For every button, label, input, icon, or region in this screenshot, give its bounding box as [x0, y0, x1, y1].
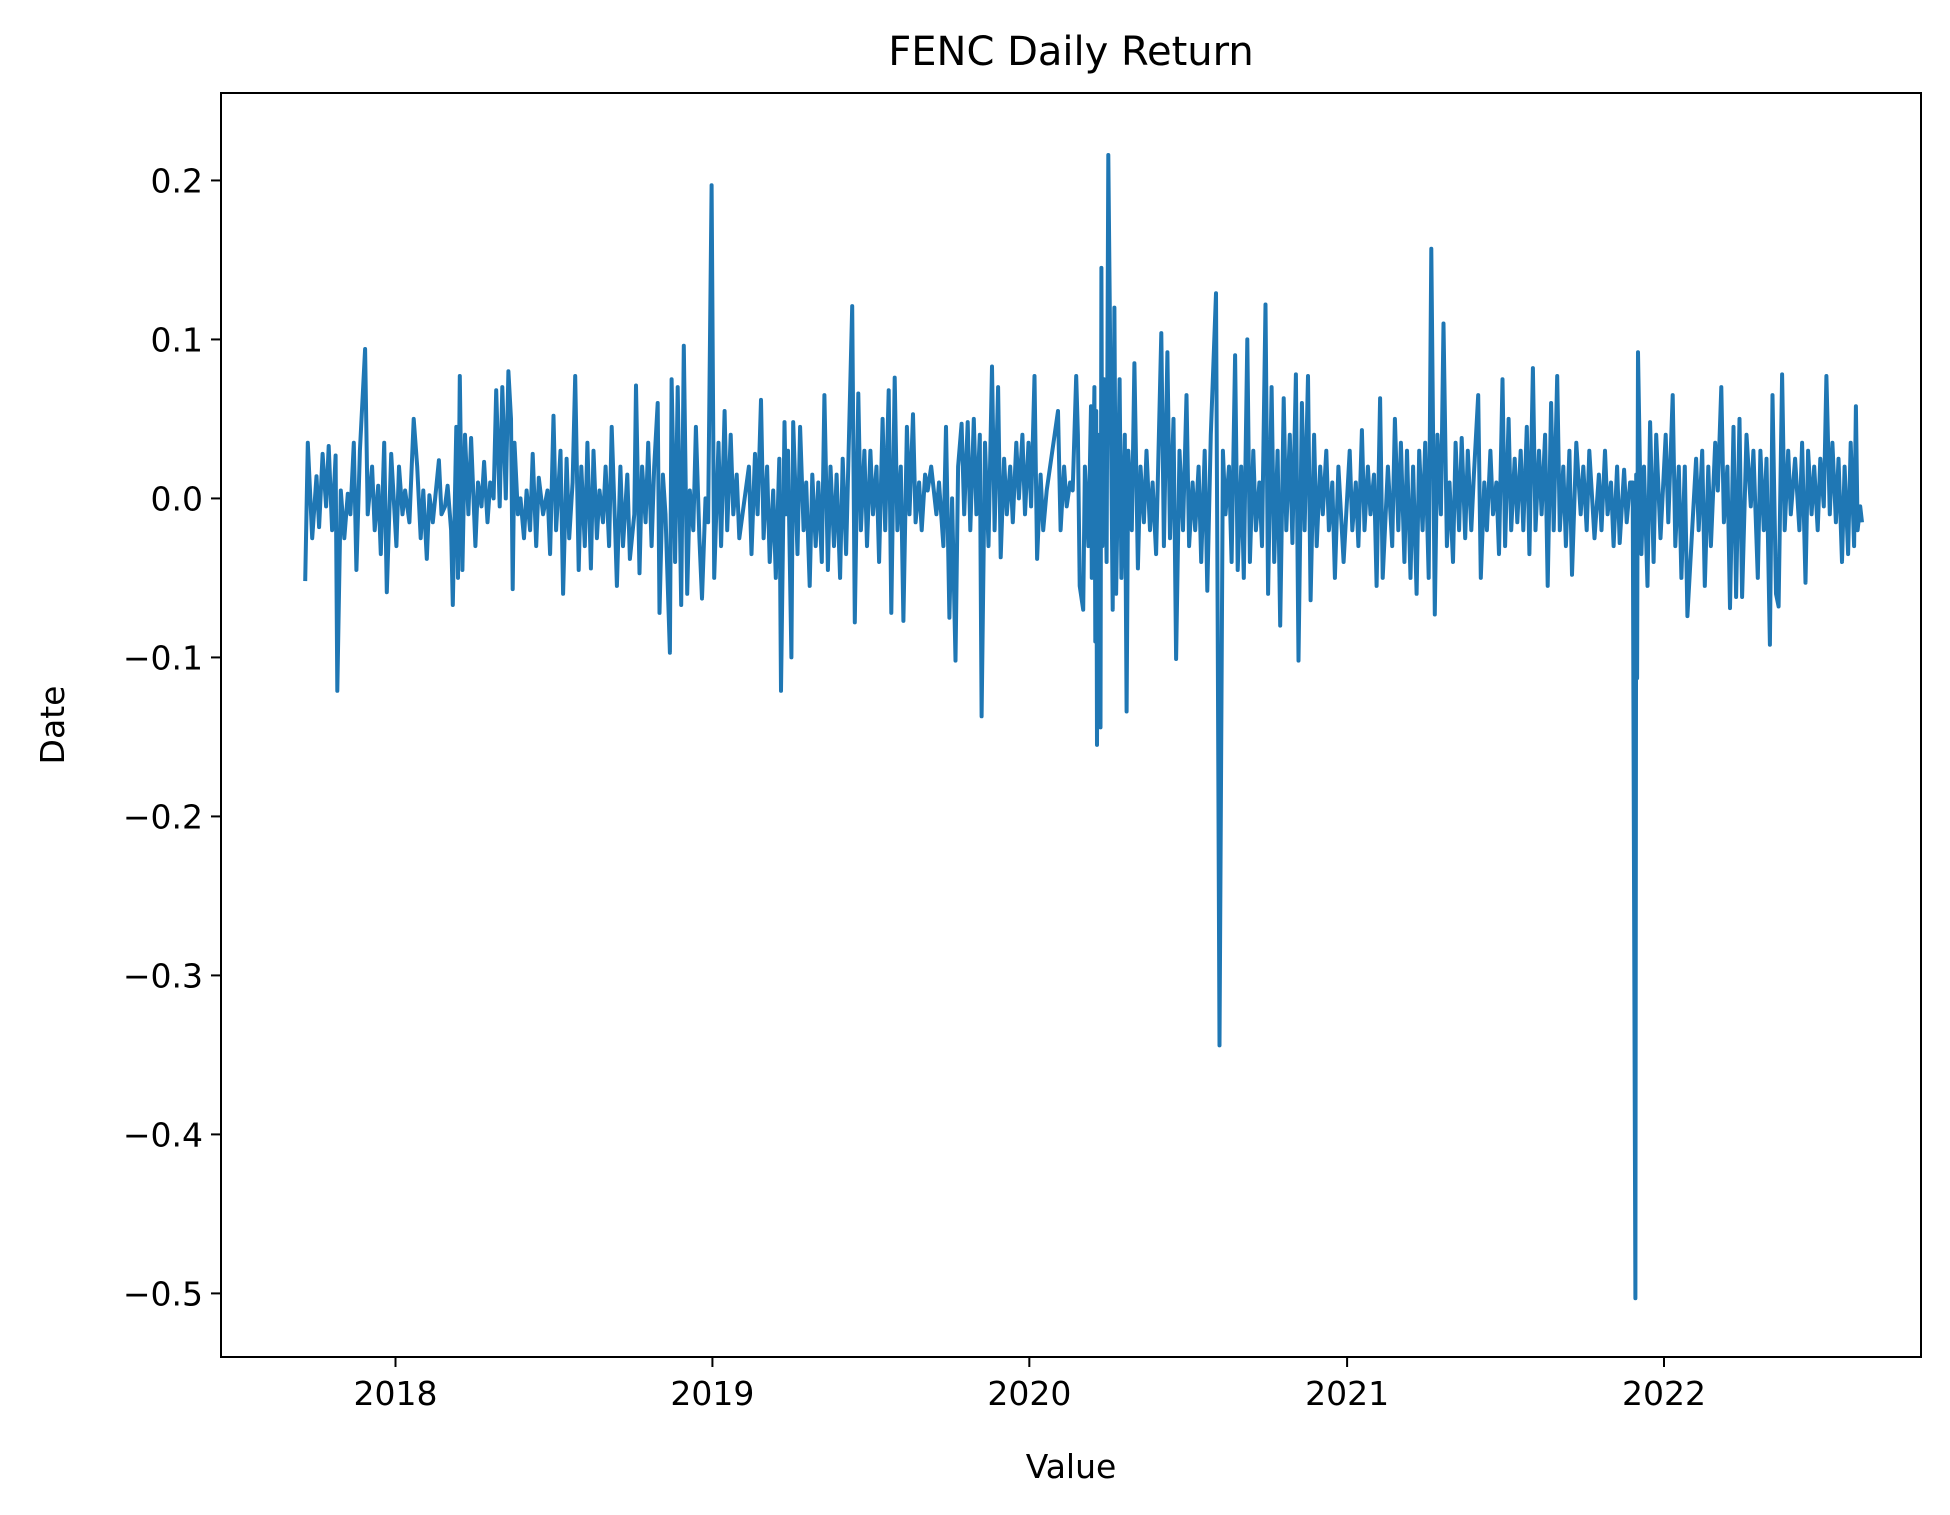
plot-area: [303, 153, 1864, 1301]
y-tick-label: 0.1: [151, 320, 203, 359]
x-tick-label: 2018: [354, 1374, 438, 1413]
x-tick-label: 2022: [1622, 1374, 1706, 1413]
y-tick-label: 0.2: [151, 161, 203, 200]
y-axis-label: Date: [33, 686, 72, 765]
axes-frame: [220, 92, 1922, 1358]
x-tick-label: 2021: [1305, 1374, 1389, 1413]
y-tick-label: 0.0: [151, 479, 203, 518]
y-tick-label: −0.4: [123, 1115, 203, 1154]
chart-title: FENC Daily Return: [888, 29, 1254, 75]
y-tick-label: −0.3: [123, 956, 203, 995]
x-tick-label: 2019: [670, 1374, 754, 1413]
series-line-0: [303, 153, 1864, 1301]
x-tick-label: 2020: [987, 1374, 1071, 1413]
x-axis-label: Value: [1026, 1447, 1117, 1486]
y-tick-label: −0.1: [123, 638, 203, 677]
y-tick-label: −0.5: [123, 1274, 203, 1313]
axis-ticks: 2018 2019 2020 2021 2022 0.2 0.1 0.0 −0.1 −0.2 −0.…: [123, 161, 1706, 1413]
y-tick-label: −0.2: [123, 797, 203, 836]
